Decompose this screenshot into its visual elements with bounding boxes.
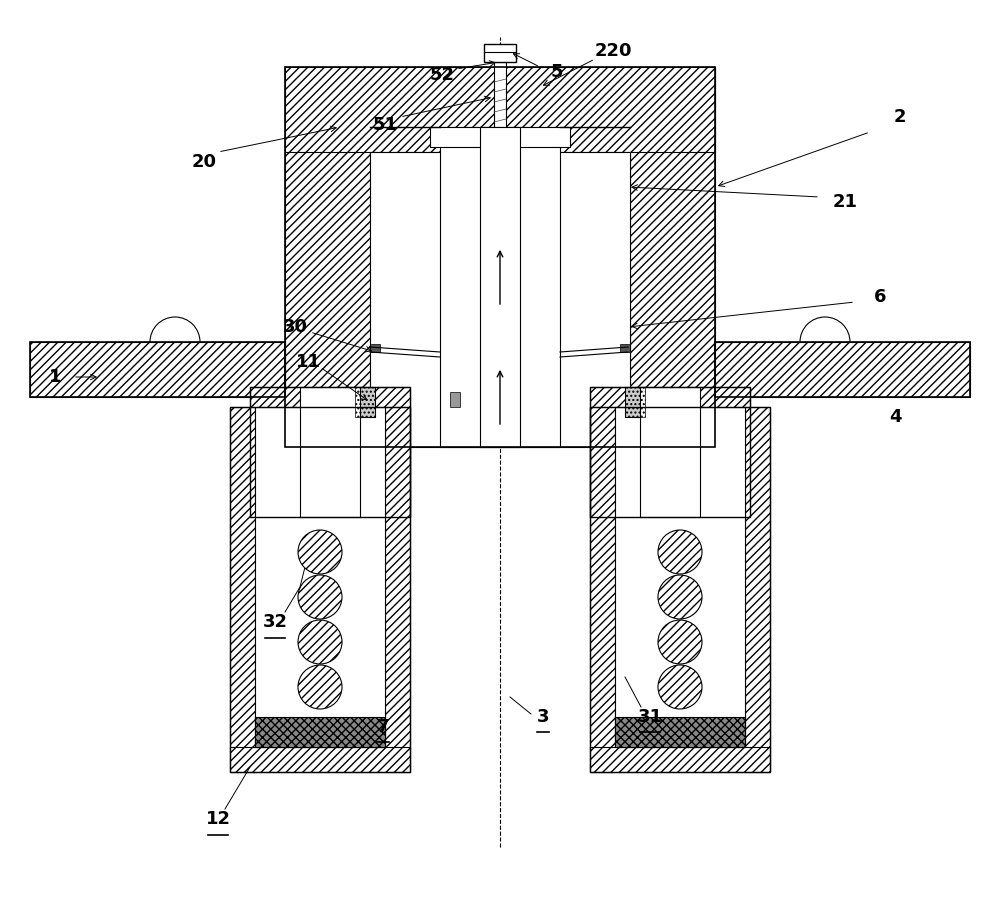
Text: 52: 52 — [430, 66, 454, 84]
Bar — [745, 407, 770, 772]
Text: 32: 32 — [262, 613, 288, 631]
Bar — [620, 344, 630, 352]
Text: 51: 51 — [372, 116, 398, 134]
Circle shape — [298, 575, 342, 619]
Bar — [255, 407, 385, 747]
Text: 220: 220 — [594, 42, 632, 60]
Bar — [385, 407, 410, 772]
Circle shape — [658, 620, 702, 664]
Bar — [285, 67, 370, 447]
Text: 2: 2 — [894, 108, 906, 126]
Circle shape — [298, 620, 342, 664]
Bar — [230, 407, 410, 772]
Bar — [370, 152, 630, 447]
Bar — [30, 342, 285, 397]
Bar — [640, 387, 700, 517]
Bar — [430, 127, 570, 147]
Bar — [450, 392, 460, 407]
Bar — [250, 387, 410, 517]
Bar — [510, 392, 520, 407]
Text: 20: 20 — [192, 153, 216, 171]
Text: 5: 5 — [551, 63, 563, 81]
Bar — [355, 387, 375, 417]
Circle shape — [658, 530, 702, 574]
Text: 31: 31 — [638, 708, 662, 726]
Bar — [370, 344, 380, 352]
Bar — [625, 387, 645, 417]
Circle shape — [298, 665, 342, 709]
Bar — [715, 342, 970, 397]
Bar — [590, 407, 770, 772]
Bar — [615, 407, 745, 747]
Text: 4: 4 — [889, 408, 901, 426]
Bar — [590, 387, 750, 517]
Bar — [590, 387, 750, 517]
Text: 6: 6 — [874, 288, 886, 306]
Bar — [285, 67, 715, 447]
Bar — [484, 44, 516, 62]
Bar — [255, 717, 385, 747]
Bar — [630, 67, 715, 447]
Circle shape — [298, 530, 342, 574]
Text: 1: 1 — [49, 368, 61, 386]
Bar — [30, 342, 285, 397]
Text: 21: 21 — [832, 193, 858, 211]
Bar — [355, 387, 375, 417]
Bar — [590, 747, 770, 772]
Text: 12: 12 — [206, 810, 230, 828]
Text: 11: 11 — [296, 353, 320, 371]
Bar — [250, 387, 410, 517]
Bar — [615, 717, 745, 747]
Bar — [230, 747, 410, 772]
Bar — [480, 127, 520, 447]
Bar — [494, 62, 506, 127]
Bar — [230, 407, 255, 772]
Bar — [590, 407, 615, 772]
Text: 7: 7 — [377, 718, 389, 736]
Bar — [715, 342, 970, 397]
Bar — [300, 387, 360, 517]
Text: 3: 3 — [537, 708, 549, 726]
Bar — [285, 67, 715, 152]
Bar — [440, 127, 560, 447]
Circle shape — [658, 665, 702, 709]
Text: 30: 30 — [283, 318, 308, 336]
Circle shape — [658, 575, 702, 619]
Bar — [625, 387, 645, 417]
